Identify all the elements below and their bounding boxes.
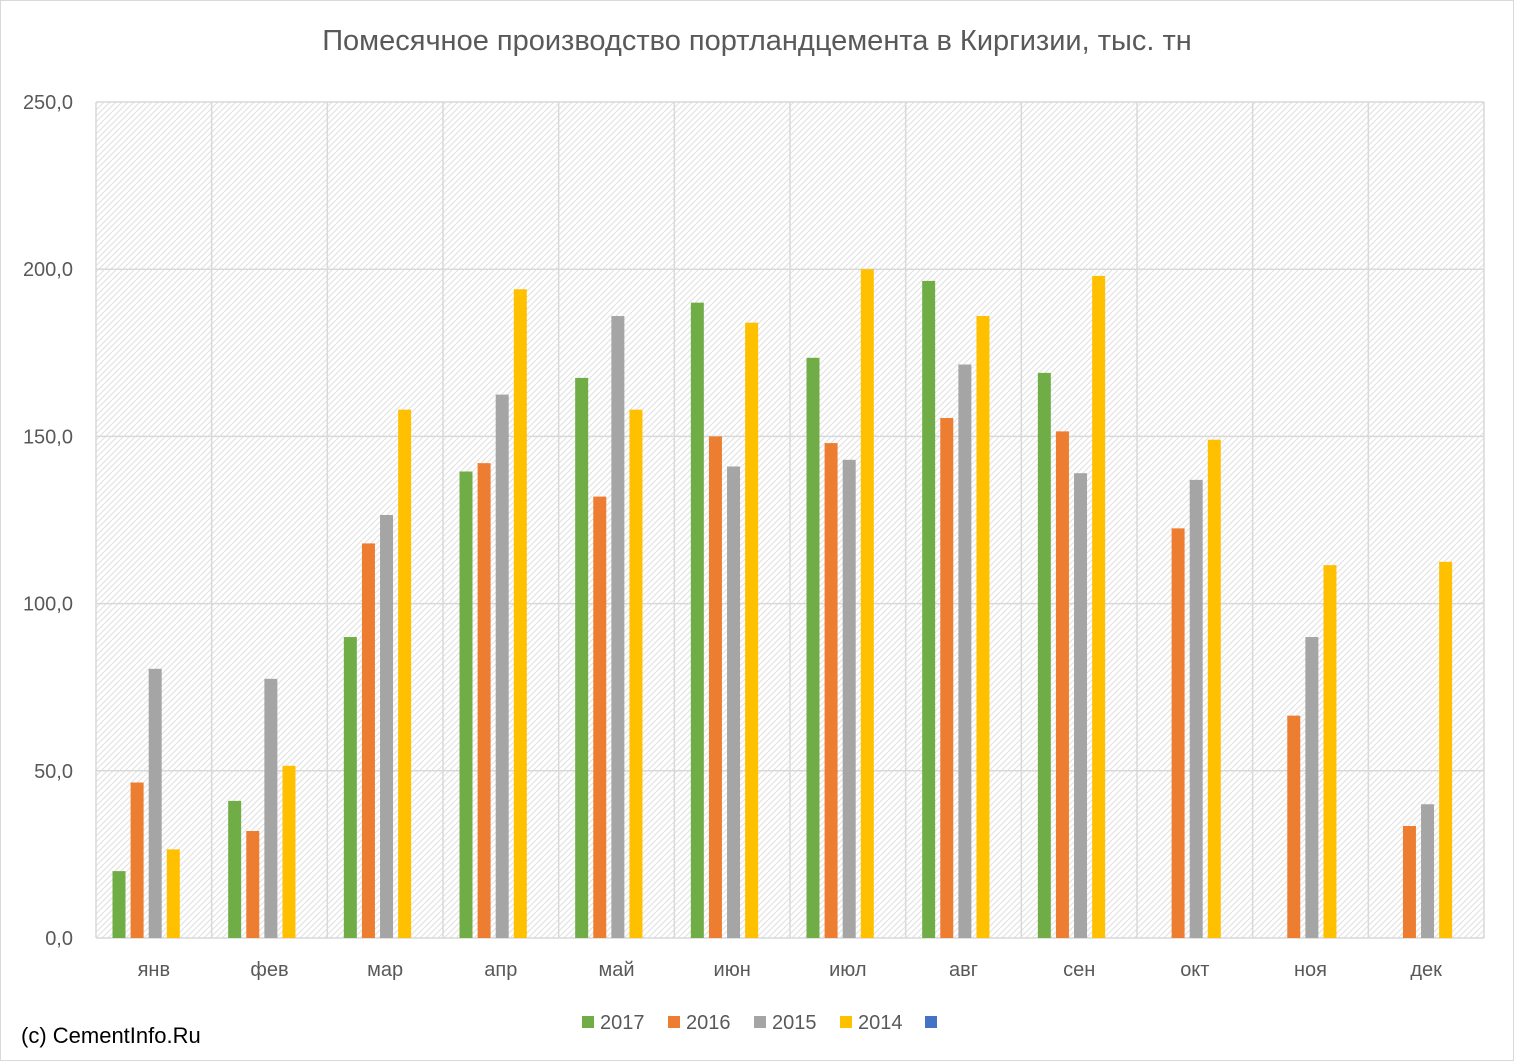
legend-swatch: [754, 1016, 766, 1028]
bar-2015-ноя: [1305, 637, 1319, 938]
x-tick-label: май: [598, 959, 634, 981]
y-tick-label: 200,0: [23, 259, 73, 281]
bar-2016-апр: [477, 463, 491, 938]
copyright-text: (c) CementInfo.Ru: [21, 1023, 201, 1048]
x-tick-label: дек: [1410, 959, 1442, 981]
bar-2017-сен: [1037, 372, 1051, 938]
x-tick-label: окт: [1180, 959, 1209, 981]
bar-2017-мар: [343, 637, 357, 938]
bar-2014-июн: [745, 322, 759, 939]
x-axis: янв фев мар апр май июн июл авг сен окт ноя дек: [138, 959, 1443, 981]
x-tick-label: авг: [949, 959, 978, 981]
chart-title: Помесячное производство портландцемента …: [322, 25, 1192, 57]
y-tick-label: 100,0: [23, 594, 73, 616]
x-tick-label: мар: [367, 959, 403, 981]
x-tick-label: ноя: [1294, 959, 1327, 981]
bar-2017-май: [575, 377, 589, 938]
bar-2016-май: [593, 496, 607, 938]
bar-2015-июн: [727, 466, 741, 938]
bar-2016-мар: [361, 543, 375, 938]
bar-2014-июл: [860, 269, 874, 938]
bar-2015-май: [611, 316, 625, 938]
y-tick-label: 150,0: [23, 426, 73, 448]
bar-2014-янв: [166, 849, 180, 938]
bar-2016-фев: [246, 830, 260, 938]
bar-2016-дек: [1402, 825, 1416, 938]
legend-swatch: [668, 1016, 680, 1028]
x-tick-label: июн: [714, 959, 751, 981]
bar-2015-сен: [1074, 473, 1088, 938]
x-tick-label: янв: [138, 959, 171, 981]
bar-2017-июл: [806, 357, 820, 938]
bar-2016-июн: [708, 436, 722, 938]
x-tick-label: сен: [1063, 959, 1095, 981]
legend-swatch: [840, 1016, 852, 1028]
bar-2015-мар: [380, 514, 394, 938]
y-axis: 0,0 50,0 100,0 150,0 200,0 250,0: [23, 92, 73, 950]
bar-2015-фев: [264, 678, 278, 938]
bar-2014-апр: [513, 289, 527, 938]
legend-label: 2015: [772, 1012, 817, 1034]
bar-2016-окт: [1171, 528, 1185, 938]
bar-2017-фев: [228, 800, 242, 938]
bar-2017-авг: [922, 280, 936, 938]
bar-2015-дек: [1421, 804, 1435, 938]
bar-2014-окт: [1207, 439, 1221, 938]
legend-item: 2014: [840, 1012, 903, 1034]
legend-item: [925, 1016, 937, 1028]
x-tick-label: апр: [484, 959, 517, 981]
legend-swatch: [925, 1016, 937, 1028]
bar-2016-июл: [824, 443, 838, 938]
legend-swatch: [582, 1016, 594, 1028]
legend-item: 2016: [668, 1012, 731, 1034]
bar-2014-дек: [1439, 561, 1453, 938]
y-tick-label: 0,0: [45, 928, 73, 950]
legend-item: 2015: [754, 1012, 817, 1034]
bar-2017-апр: [459, 471, 473, 938]
legend-item: 2017: [582, 1012, 645, 1034]
bar-2015-апр: [495, 394, 509, 939]
bar-2014-авг: [976, 316, 990, 938]
legend: 2017 2016 2015 2014: [582, 1012, 937, 1034]
bar-2014-сен: [1092, 275, 1106, 938]
bar-2014-мар: [398, 409, 412, 938]
bar-2016-сен: [1055, 431, 1069, 938]
bar-2017-янв: [112, 871, 126, 938]
bar-2015-окт: [1189, 479, 1203, 938]
bar-2014-ноя: [1323, 565, 1337, 938]
bars: [112, 269, 1453, 939]
grid: [95, 101, 1485, 939]
bar-2015-янв: [148, 668, 162, 938]
legend-label: 2016: [686, 1012, 731, 1034]
bar-2016-янв: [130, 782, 144, 938]
x-tick-label: июл: [829, 959, 866, 981]
bar-2015-авг: [958, 364, 972, 938]
bar-2016-ноя: [1287, 715, 1301, 938]
bar-2017-июн: [690, 302, 704, 938]
legend-label: 2014: [858, 1012, 903, 1034]
y-tick-label: 250,0: [23, 92, 73, 114]
x-tick-label: фев: [250, 959, 288, 981]
legend-label: 2017: [600, 1012, 645, 1034]
bar-2014-фев: [282, 765, 296, 938]
bar-2016-авг: [940, 418, 954, 938]
bar-2015-июл: [842, 459, 856, 938]
bar-2014-май: [629, 409, 643, 938]
y-tick-label: 50,0: [34, 761, 73, 783]
